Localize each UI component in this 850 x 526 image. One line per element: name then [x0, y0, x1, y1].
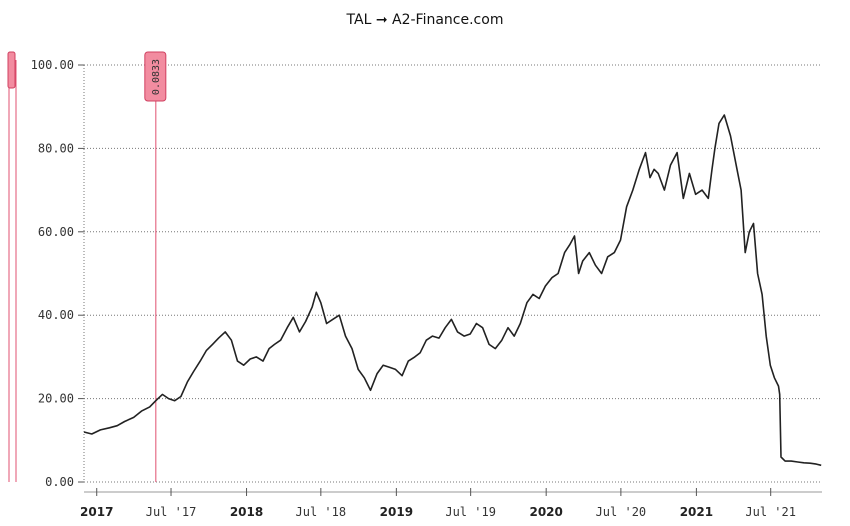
x-tick-label: Jul '19: [445, 505, 496, 519]
x-tick-label: Jul '18: [296, 505, 347, 519]
x-axis: 2017 Jul '17 2018 Jul '18 2019 Jul '19 2020 Jul…: [80, 488, 822, 519]
x-tick-label: 2019: [380, 505, 413, 519]
y-tick-label: 20.00: [38, 392, 74, 406]
range-marker-handle[interactable]: [7, 51, 16, 89]
x-tick-label: 2018: [230, 505, 263, 519]
series-layer: [83, 114, 822, 467]
x-tick-label: 2017: [80, 505, 113, 519]
x-tick-label: Jul '21: [745, 505, 796, 519]
y-tick-label: 0.00: [45, 475, 74, 489]
y-tick-label: 40.00: [38, 308, 74, 322]
y-tick-label: 80.00: [38, 141, 74, 155]
grid-lines: [84, 64, 822, 483]
y-axis: 0.00 20.00 40.00 60.00 80.00 100.00: [31, 58, 85, 489]
marker-label: 0.0833: [151, 59, 162, 95]
x-tick-label: 2020: [529, 505, 562, 519]
marker-badge[interactable]: [144, 51, 167, 102]
y-tick-label: 100.00: [31, 58, 74, 72]
chart-title: TAL ➞ A2-Finance.com: [346, 12, 504, 28]
x-tick-label: 2021: [680, 505, 713, 519]
x-tick-label: Jul '17: [146, 505, 197, 519]
series-line: [83, 114, 822, 467]
x-tick-label: Jul '20: [596, 505, 647, 519]
left-range-markers: [7, 51, 17, 482]
event-marker[interactable]: 0.0833: [144, 51, 167, 482]
y-tick-label: 60.00: [38, 225, 74, 239]
